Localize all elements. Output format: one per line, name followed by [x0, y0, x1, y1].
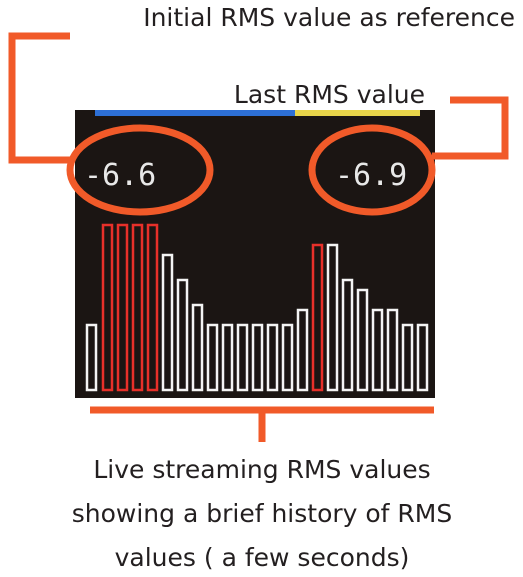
annotation: Live streaming RMS values: [93, 455, 430, 484]
annotated-screenshot: Initial RMS value as reference Last RMS …: [0, 0, 523, 577]
annotation: Last RMS value: [234, 80, 425, 109]
status-strip: [295, 110, 420, 116]
annotation: values ( a few seconds): [115, 543, 410, 572]
callout-bracket: [12, 36, 72, 160]
status-strip: [95, 110, 295, 116]
rms-initial: -6.6: [84, 158, 156, 193]
annotation: Initial RMS value as reference: [143, 3, 515, 32]
rms-last: -6.9: [335, 158, 407, 193]
callout-bracket: [432, 100, 505, 156]
annotation: showing a brief history of RMS: [72, 499, 453, 528]
